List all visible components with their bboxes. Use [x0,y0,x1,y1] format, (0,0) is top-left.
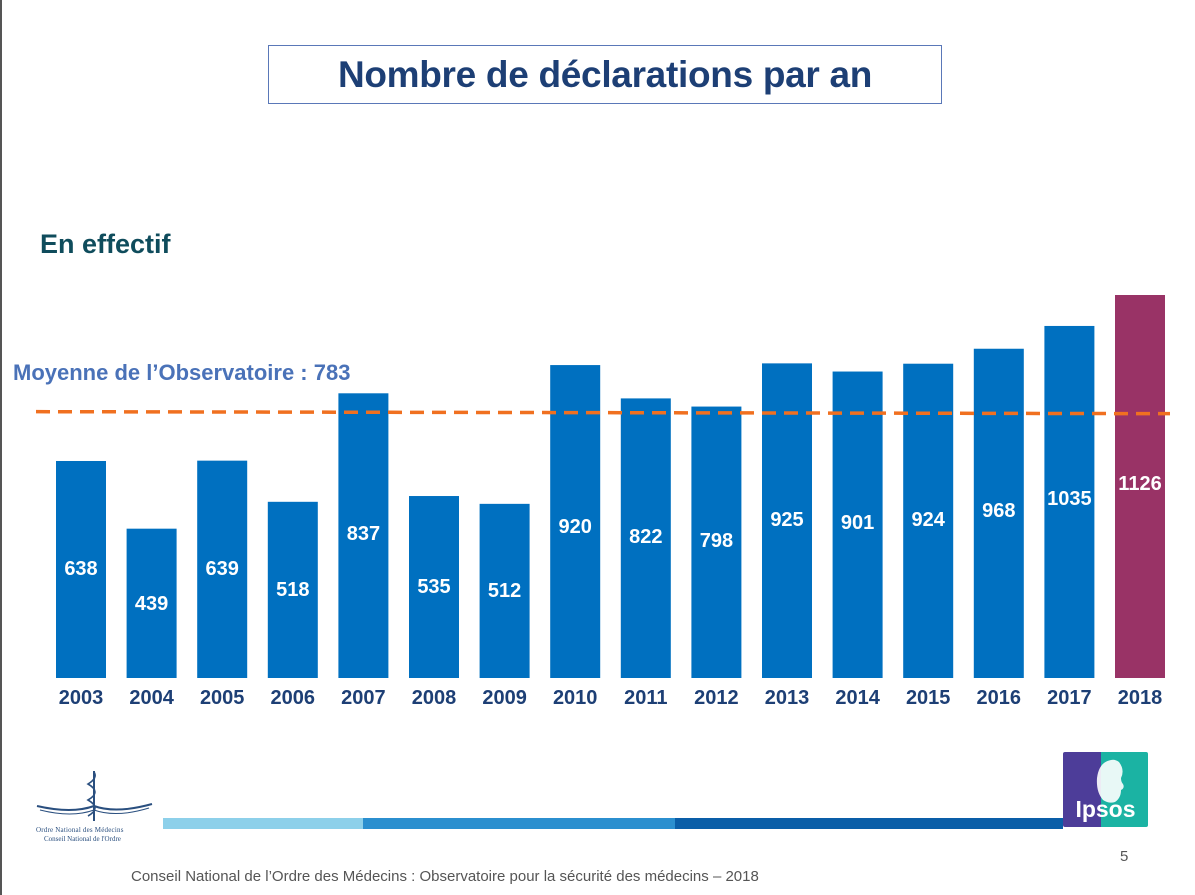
x-tick-2009: 2009 [482,687,527,709]
average-label: Moyenne de l’Observatoire : 783 [13,360,351,385]
data-label-2006: 518 [276,579,309,601]
data-label-2007: 837 [347,523,380,545]
data-label-2010: 920 [559,516,592,538]
bar-2009 [479,503,530,678]
page-border [0,0,2,895]
logo-left-line1: Ordre National des Médecins [36,826,124,834]
bar-2003 [56,460,106,678]
bar-2013 [762,363,812,678]
page-title: Nombre de déclarations par an [337,53,873,95]
x-tick-2013: 2013 [765,687,810,709]
x-tick-2008: 2008 [412,687,457,709]
footer-stripe-light [163,818,363,829]
bar-2006 [267,501,318,678]
ipsos-logo: Ipsos [1063,752,1148,827]
bar-2004 [126,528,177,678]
bar-2014 [832,371,883,678]
data-label-2004: 439 [135,593,168,615]
bar-2012 [691,406,742,678]
bar-2005 [197,460,248,678]
ordre-medecins-logo [36,771,153,821]
data-label-2012: 798 [700,530,733,552]
data-label-2013: 925 [770,509,803,531]
bar-2017 [1044,325,1095,678]
x-tick-2017: 2017 [1047,687,1092,709]
bar-chart: 638 2003 439 2004 639 2005 518 2006 837 2007 535 20… [35,295,1171,709]
x-tick-2015: 2015 [906,687,951,709]
ipsos-face-icon [1096,759,1124,803]
x-tick-2005: 2005 [200,687,245,709]
bar-2007 [338,393,389,678]
x-tick-2004: 2004 [129,687,174,709]
x-tick-2018: 2018 [1118,687,1163,709]
average-line [35,409,1171,416]
bar-2008 [409,496,459,678]
data-label-2017: 1035 [1047,488,1092,510]
x-tick-2012: 2012 [694,687,739,709]
data-label-2016: 968 [982,500,1015,522]
x-tick-2014: 2014 [835,687,880,709]
bar-2016 [973,348,1024,678]
bar-2011 [620,398,671,678]
logo-left-line2: Conseil National de l'Ordre [44,835,121,843]
chart-subtitle: En effectif [40,229,171,259]
data-label-2011: 822 [629,526,662,548]
x-tick-2010: 2010 [553,687,598,709]
footer-stripe-dark [675,818,1063,829]
title-box: Nombre de déclarations par an [268,45,942,104]
x-tick-2006: 2006 [271,687,316,709]
x-tick-2011: 2011 [624,687,667,709]
data-label-2009: 512 [488,580,521,602]
data-label-2008: 535 [417,576,450,598]
footer-stripe-mid [363,818,675,829]
data-label-2018: 1126 [1118,473,1161,495]
bar-2018 [1115,295,1165,678]
data-label-2014: 901 [841,512,874,534]
data-label-2003: 638 [64,558,97,580]
footer-text: Conseil National de l’Ordre des Médecins… [131,868,759,885]
x-tick-2007: 2007 [341,687,386,709]
ipsos-wordmark: Ipsos [1075,796,1136,822]
page-number: 5 [1120,848,1129,865]
x-tick-2016: 2016 [977,687,1022,709]
bar-2015 [903,363,954,678]
x-tick-2003: 2003 [59,687,104,709]
data-label-2005: 639 [206,558,239,580]
data-label-2015: 924 [912,509,946,531]
bar-2010 [550,365,601,678]
